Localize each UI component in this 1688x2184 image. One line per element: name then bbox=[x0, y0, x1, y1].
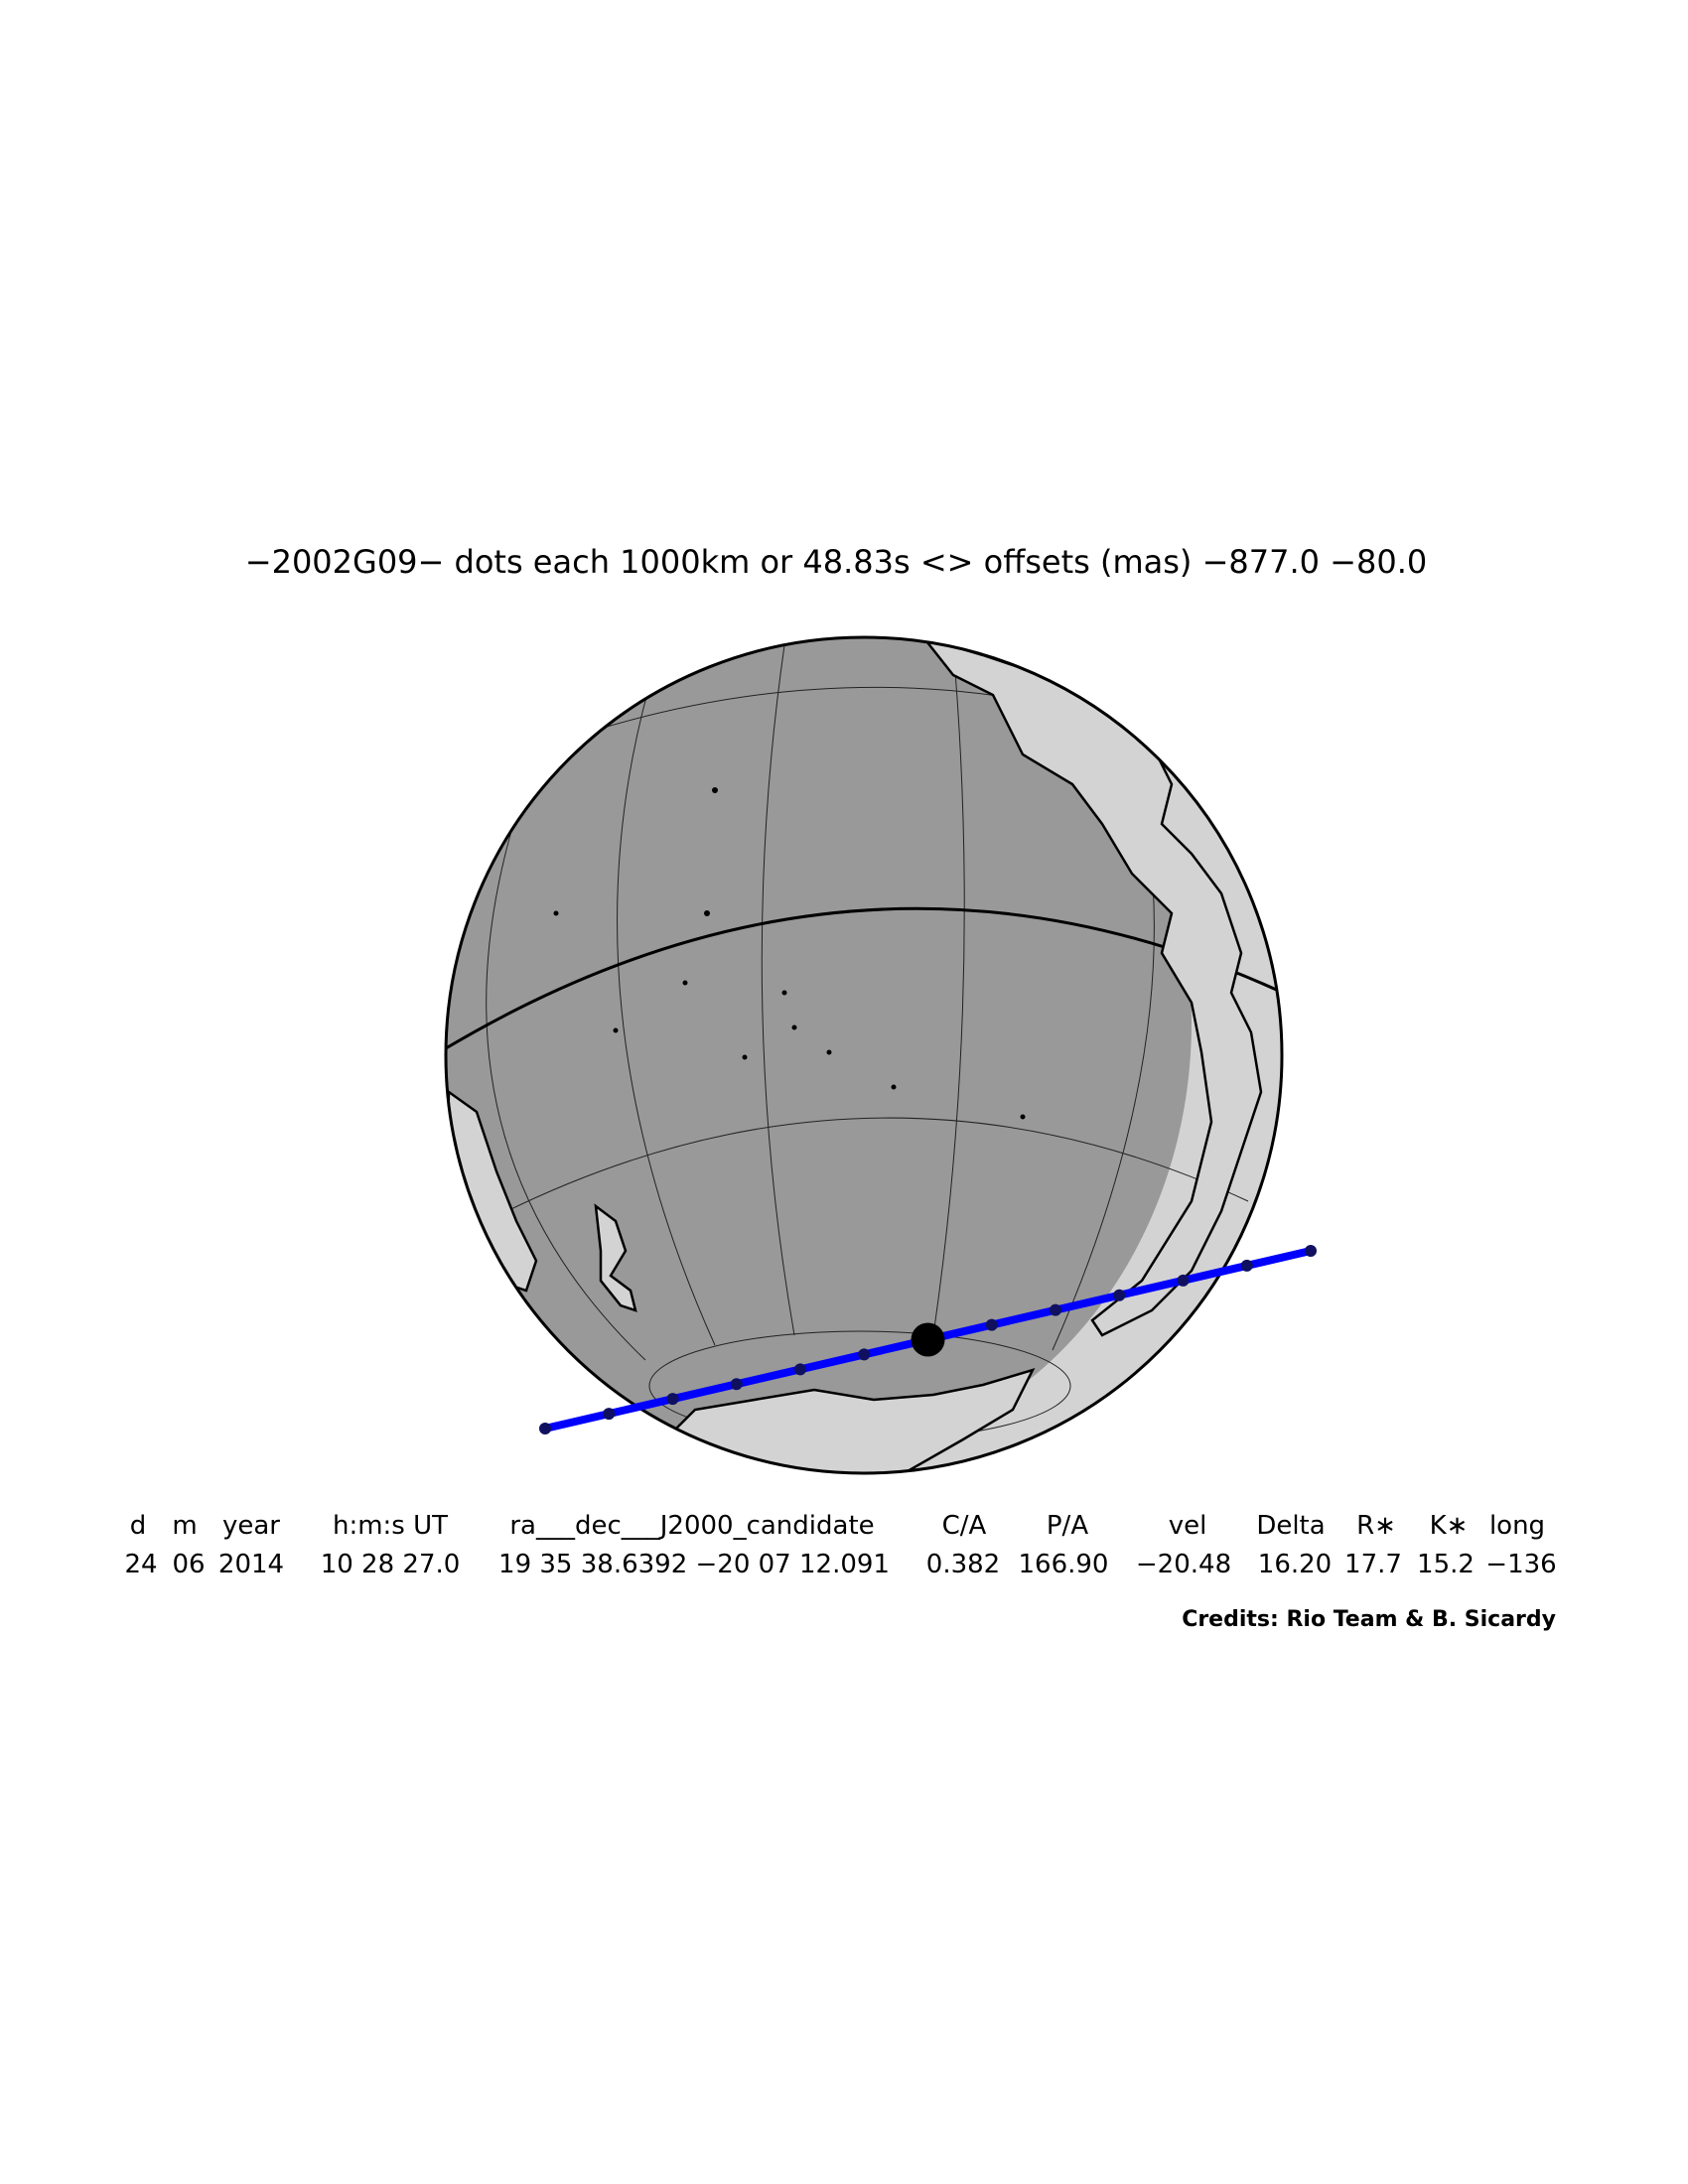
path-dot bbox=[1113, 1289, 1126, 1301]
meridian-line bbox=[761, 644, 795, 1336]
header-m: m bbox=[172, 1511, 197, 1541]
new-zealand bbox=[594, 1203, 637, 1312]
meridian-line bbox=[486, 813, 646, 1361]
header-year: year bbox=[222, 1511, 280, 1541]
value-pa: 166.90 bbox=[1019, 1550, 1109, 1579]
path-dot bbox=[794, 1363, 806, 1376]
meridian-line bbox=[932, 646, 965, 1336]
globe bbox=[444, 635, 1284, 1475]
header-k-mag: K∗ bbox=[1430, 1511, 1469, 1541]
value-delta: 16.20 bbox=[1258, 1550, 1332, 1579]
value-r-mag: 17.7 bbox=[1344, 1550, 1402, 1579]
header-time: h:m:s UT bbox=[333, 1511, 448, 1541]
path-dot bbox=[1177, 1274, 1190, 1287]
islands bbox=[553, 787, 1026, 1120]
path-dot bbox=[603, 1408, 616, 1421]
event-table: d m year h:m:s UT ra___dec___J2000_candi… bbox=[124, 1511, 1556, 1579]
closest-approach-dot bbox=[911, 1322, 945, 1357]
value-vel: −20.48 bbox=[1136, 1550, 1231, 1579]
path-dot bbox=[1305, 1245, 1317, 1257]
value-d: 24 bbox=[124, 1550, 157, 1579]
value-radec: 19 35 38.6392 −20 07 12.091 bbox=[498, 1550, 890, 1579]
header-ca: C/A bbox=[942, 1511, 987, 1541]
header-pa: P/A bbox=[1047, 1511, 1088, 1541]
americas bbox=[919, 637, 1263, 1337]
header-radec: ra___dec___J2000_candidate bbox=[509, 1511, 874, 1541]
value-time: 10 28 27.0 bbox=[321, 1550, 461, 1579]
value-m: 06 bbox=[172, 1550, 205, 1579]
path-dot bbox=[985, 1318, 998, 1331]
value-k-mag: 15.2 bbox=[1417, 1550, 1475, 1579]
path-dot bbox=[666, 1393, 679, 1406]
value-ca: 0.382 bbox=[926, 1550, 1000, 1579]
credits: Credits: Rio Team & B. Sicardy bbox=[1182, 1607, 1556, 1632]
path-dot bbox=[730, 1378, 743, 1391]
value-year: 2014 bbox=[218, 1550, 284, 1579]
continents bbox=[446, 637, 1263, 1473]
header-delta: Delta bbox=[1256, 1511, 1325, 1541]
path-dot bbox=[858, 1348, 871, 1361]
header-r-mag: R∗ bbox=[1356, 1511, 1396, 1541]
meridian-line bbox=[617, 664, 716, 1346]
path-dot bbox=[1050, 1303, 1061, 1316]
figure-title: −2002G09− dots each 1000km or 48.83s <> … bbox=[245, 543, 1427, 581]
header-d: d bbox=[130, 1511, 147, 1541]
antarctica bbox=[653, 1367, 1036, 1473]
globe-outline bbox=[444, 635, 1284, 1475]
value-long: −136 bbox=[1485, 1550, 1556, 1579]
latitude-line bbox=[475, 1117, 1249, 1228]
shadow-path bbox=[539, 1245, 1317, 1434]
equator-line bbox=[446, 906, 1282, 1050]
header-vel: vel bbox=[1169, 1511, 1207, 1541]
path-dot bbox=[1240, 1259, 1253, 1272]
path-dot bbox=[539, 1423, 551, 1434]
header-long: long bbox=[1489, 1511, 1545, 1541]
